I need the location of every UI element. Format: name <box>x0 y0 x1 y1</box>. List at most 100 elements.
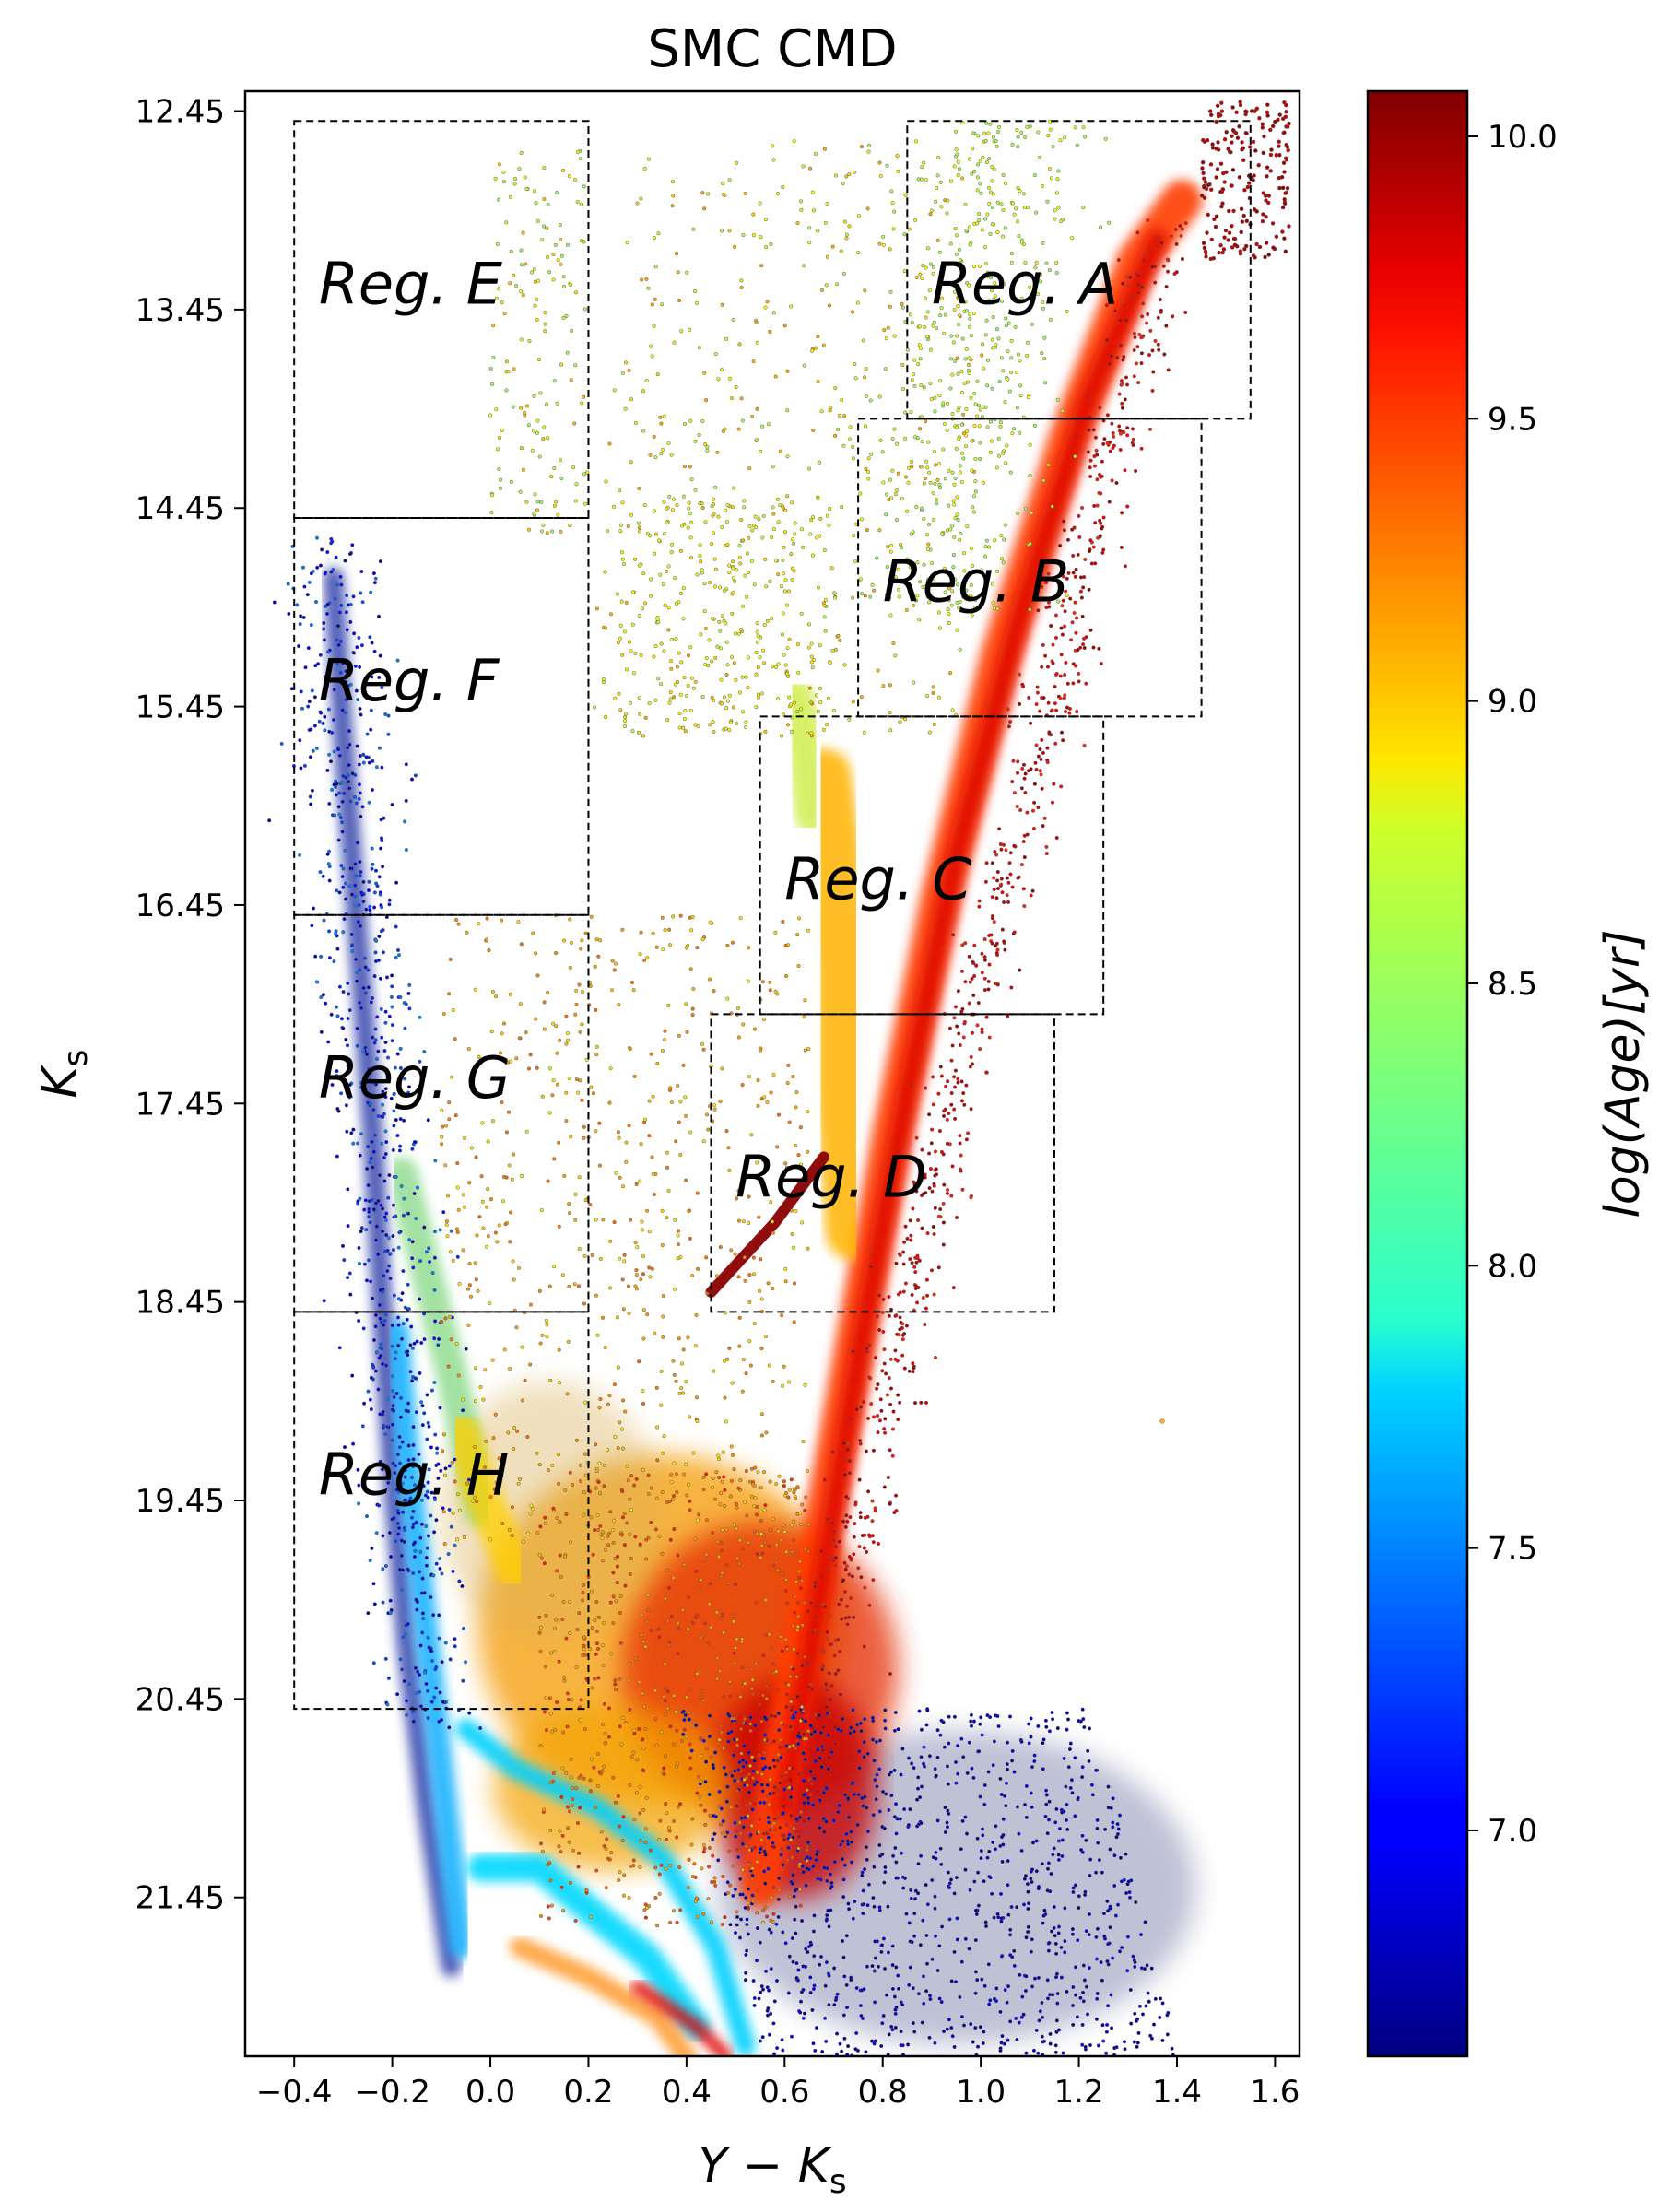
data-point <box>795 933 800 937</box>
data-point <box>287 611 291 616</box>
data-point <box>390 1438 394 1442</box>
data-point <box>861 1912 865 1916</box>
data-point <box>365 1166 370 1171</box>
data-point <box>959 1959 964 1964</box>
data-point <box>1030 1984 1035 1989</box>
data-point <box>422 1411 427 1416</box>
data-point <box>572 177 577 182</box>
data-point <box>1015 771 1020 775</box>
data-point <box>959 1079 964 1084</box>
data-point <box>847 224 852 229</box>
data-point <box>794 1105 798 1110</box>
data-point <box>641 1308 646 1312</box>
data-point <box>989 439 994 443</box>
data-point <box>406 1457 411 1463</box>
data-point <box>438 1690 442 1695</box>
data-point <box>640 1228 644 1232</box>
data-point <box>525 1531 531 1535</box>
data-point <box>1069 638 1074 642</box>
data-point <box>847 717 852 722</box>
data-point <box>562 938 567 943</box>
data-point <box>1003 523 1007 527</box>
data-point <box>875 1784 879 1789</box>
data-point <box>424 1681 429 1687</box>
data-point <box>641 1272 646 1277</box>
data-point <box>1074 664 1078 668</box>
data-point <box>495 447 500 452</box>
data-point <box>509 249 513 253</box>
data-point <box>837 1803 841 1807</box>
data-point <box>852 534 856 538</box>
data-point <box>1079 595 1084 600</box>
data-point <box>1041 1767 1045 1771</box>
data-point <box>837 413 841 418</box>
data-point <box>379 818 383 822</box>
data-point <box>531 931 535 935</box>
data-point <box>1244 131 1249 135</box>
data-point <box>343 679 348 684</box>
data-point <box>462 1205 467 1209</box>
data-point <box>869 2039 875 2043</box>
data-point <box>771 1073 776 1077</box>
data-point <box>856 214 861 218</box>
data-point <box>372 581 377 585</box>
data-point <box>868 1250 874 1254</box>
data-point <box>451 1569 455 1573</box>
data-point <box>932 517 936 522</box>
data-point <box>1078 645 1083 650</box>
data-point <box>604 479 608 484</box>
data-point <box>843 1616 848 1620</box>
data-point <box>998 2048 1003 2053</box>
data-point <box>348 1292 353 1297</box>
data-point <box>1153 280 1158 285</box>
data-point <box>943 1806 947 1810</box>
data-point <box>825 1913 830 1918</box>
data-point <box>560 168 566 173</box>
data-point <box>398 1395 404 1400</box>
data-point <box>1015 804 1019 809</box>
data-point <box>347 884 352 888</box>
data-point <box>397 1148 402 1153</box>
data-point <box>1041 306 1045 311</box>
data-point <box>688 645 693 650</box>
data-point <box>780 1313 784 1318</box>
data-point <box>410 1240 415 1244</box>
data-point <box>399 1183 404 1189</box>
data-point <box>943 312 947 317</box>
data-point <box>652 324 656 328</box>
data-point <box>926 440 931 444</box>
data-point <box>361 985 366 991</box>
data-point <box>617 1256 622 1261</box>
data-point <box>1101 441 1106 446</box>
data-point <box>432 1288 437 1292</box>
data-point <box>888 683 892 688</box>
data-point <box>1158 297 1162 302</box>
data-point <box>998 841 1003 847</box>
data-point <box>1015 2038 1019 2042</box>
data-point <box>921 1296 925 1300</box>
data-point <box>825 1566 830 1571</box>
data-point <box>369 1375 373 1380</box>
data-point <box>875 1413 880 1418</box>
data-point <box>964 444 969 449</box>
data-point <box>359 712 363 717</box>
data-point <box>1059 626 1064 630</box>
data-point <box>838 638 842 642</box>
data-point <box>616 640 620 644</box>
data-point <box>532 394 536 398</box>
data-point <box>666 564 671 569</box>
data-point <box>711 502 715 507</box>
data-point <box>1042 356 1047 361</box>
data-point <box>931 1855 935 1860</box>
data-point <box>308 755 312 759</box>
data-point <box>950 2034 955 2039</box>
data-point <box>429 1594 433 1600</box>
data-point <box>864 1449 868 1453</box>
data-point <box>377 746 382 750</box>
data-point <box>688 556 694 560</box>
data-point <box>918 1795 923 1800</box>
data-point <box>344 1103 348 1108</box>
data-point <box>682 522 687 526</box>
data-point <box>1121 281 1125 286</box>
data-point <box>901 1262 906 1266</box>
